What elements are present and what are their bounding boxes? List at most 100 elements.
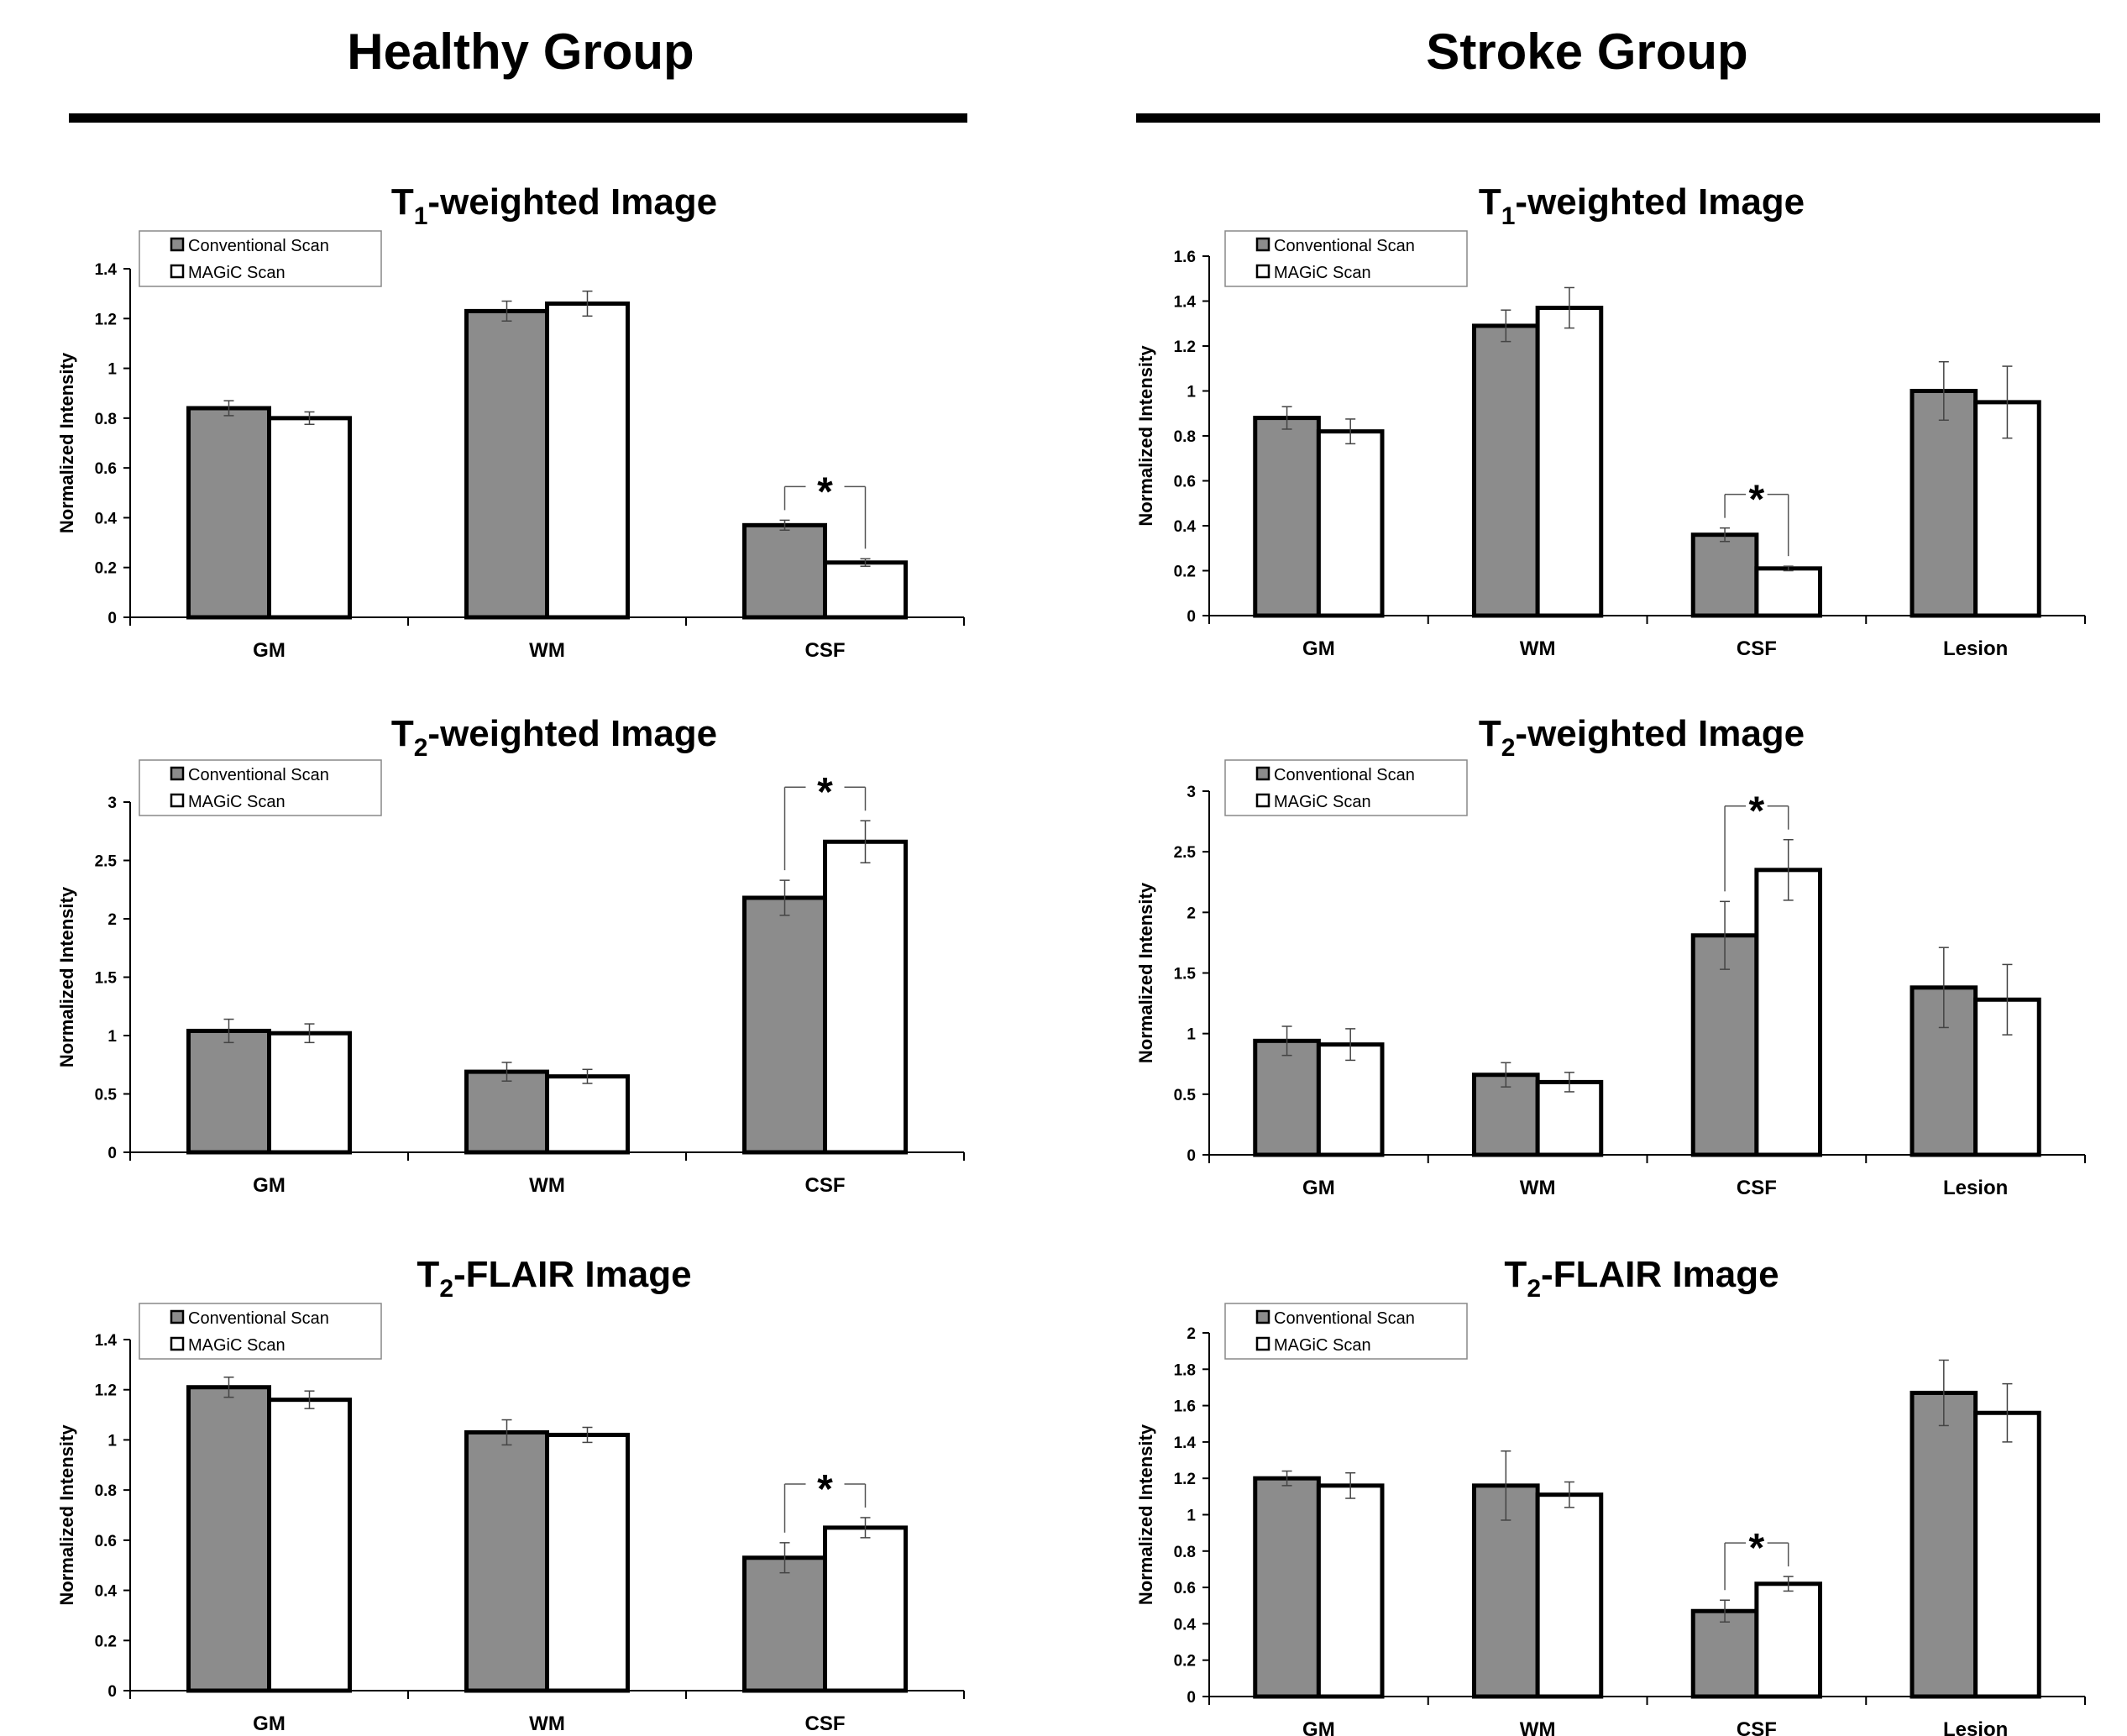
x-tick-label: GM bbox=[1302, 1718, 1335, 1736]
legend-swatch-conventional bbox=[170, 237, 185, 252]
legend-swatch-conventional bbox=[170, 1309, 185, 1324]
bar-magic-csf bbox=[823, 1525, 908, 1693]
y-tick-label: 1.6 bbox=[1174, 249, 1196, 266]
y-tick-label: 2 bbox=[1187, 905, 1196, 922]
x-tick-label: CSF bbox=[1737, 637, 1777, 660]
stroke-group-title: Stroke Group bbox=[1426, 24, 1748, 80]
chart-legend: Conventional Scan MAGiC Scan bbox=[1224, 759, 1468, 816]
bar-conventional-wm bbox=[464, 308, 550, 620]
bar-magic-csf bbox=[823, 560, 908, 620]
y-axis-label: Normalized Intensity bbox=[1135, 345, 1156, 527]
bar-conventional-wm bbox=[1472, 323, 1540, 618]
legend-swatch-magic bbox=[1255, 793, 1270, 808]
y-tick-label: 0.2 bbox=[1174, 564, 1196, 581]
bar-conventional-wm bbox=[464, 1069, 550, 1155]
y-tick-label: 0 bbox=[107, 1145, 117, 1162]
chart-legend: Conventional Scan MAGiC Scan bbox=[1224, 1303, 1468, 1360]
y-tick-label: 1.6 bbox=[1174, 1398, 1196, 1416]
y-tick-label: 0.6 bbox=[95, 1533, 117, 1550]
significance-asterisk: * bbox=[817, 1467, 833, 1512]
chart-title-main: T bbox=[416, 1254, 439, 1295]
chart-legend: Conventional Scan MAGiC Scan bbox=[139, 759, 382, 816]
bar-magic-wm bbox=[1535, 1079, 1604, 1157]
bar-conventional-gm bbox=[186, 406, 271, 620]
legend-swatch-magic bbox=[170, 264, 185, 279]
bar-magic-gm bbox=[1316, 429, 1385, 618]
y-tick-label: 0 bbox=[1187, 1689, 1196, 1707]
bar-conventional-wm bbox=[464, 1429, 550, 1693]
x-tick-label: GM bbox=[253, 1712, 286, 1735]
significance-asterisk: * bbox=[1749, 789, 1765, 834]
bar-conventional-csf bbox=[742, 895, 828, 1155]
x-tick-label: CSF bbox=[805, 1174, 846, 1197]
legend-swatch-magic bbox=[170, 793, 185, 808]
bar-magic-gm bbox=[1316, 1483, 1385, 1699]
chart-title-rest: -weighted Image bbox=[427, 181, 717, 223]
bar-conventional-lesion bbox=[1910, 1390, 1978, 1699]
bar-magic-csf bbox=[1754, 566, 1822, 618]
chart-title-subscript: 2 bbox=[1501, 734, 1516, 762]
legend-swatch-magic bbox=[1255, 1336, 1270, 1351]
x-tick-label: GM bbox=[253, 639, 286, 662]
y-tick-label: 0.6 bbox=[95, 460, 117, 478]
x-tick-label: GM bbox=[1302, 637, 1335, 660]
x-tick-label: WM bbox=[529, 1712, 565, 1735]
y-tick-label: 1.5 bbox=[1174, 966, 1197, 983]
y-tick-label: 1 bbox=[1187, 1026, 1196, 1044]
x-tick-label: CSF bbox=[1737, 1177, 1777, 1199]
y-tick-label: 1 bbox=[107, 1432, 117, 1450]
y-tick-label: 1.4 bbox=[1174, 1434, 1197, 1452]
chart-title-subscript: 2 bbox=[1527, 1275, 1541, 1303]
x-tick-label: CSF bbox=[1737, 1718, 1777, 1736]
bar-magic-wm bbox=[1535, 306, 1604, 618]
y-tick-label: 1.4 bbox=[95, 1332, 118, 1350]
bar-magic-csf bbox=[823, 839, 908, 1155]
y-tick-label: 2.5 bbox=[95, 853, 118, 871]
chart-legend: Conventional Scan MAGiC Scan bbox=[1224, 230, 1468, 287]
y-tick-label: 3 bbox=[1187, 784, 1196, 801]
y-tick-label: 0.8 bbox=[95, 1482, 117, 1500]
chart-title-rest: -FLAIR Image bbox=[1541, 1254, 1779, 1295]
legend-label-conventional: Conventional Scan bbox=[1274, 237, 1415, 255]
legend-label-conventional: Conventional Scan bbox=[188, 237, 329, 255]
y-tick-label: 1 bbox=[107, 361, 117, 379]
legend-label-magic: MAGiC Scan bbox=[1274, 1336, 1371, 1355]
y-tick-label: 0 bbox=[107, 1683, 117, 1701]
legend-swatch-conventional bbox=[170, 766, 185, 781]
chart-legend: Conventional Scan MAGiC Scan bbox=[139, 1303, 382, 1360]
chart-title-main: T bbox=[1504, 1254, 1527, 1295]
legend-swatch-conventional bbox=[1255, 237, 1270, 252]
chart-title: T2-weighted Image bbox=[1479, 713, 1805, 762]
legend-label-magic: MAGiC Scan bbox=[1274, 793, 1371, 811]
y-axis-label: Normalized Intensity bbox=[56, 1424, 77, 1606]
chart-title-subscript: 2 bbox=[414, 734, 428, 762]
legend-swatch-conventional bbox=[1255, 766, 1270, 781]
healthy-group-title: Healthy Group bbox=[347, 24, 694, 80]
chart-title: T2-FLAIR Image bbox=[1504, 1254, 1779, 1303]
y-tick-label: 1 bbox=[107, 1028, 117, 1046]
y-tick-label: 1 bbox=[1187, 384, 1196, 401]
y-tick-label: 0.5 bbox=[1174, 1087, 1197, 1104]
y-tick-label: 0.6 bbox=[1174, 1580, 1196, 1597]
bar-conventional-gm bbox=[1253, 416, 1321, 618]
bar-conventional-csf bbox=[742, 522, 828, 620]
bar-magic-wm bbox=[545, 1074, 630, 1155]
x-tick-label: GM bbox=[1302, 1177, 1335, 1199]
y-tick-label: 1 bbox=[1187, 1508, 1196, 1525]
chart-title: T2-FLAIR Image bbox=[416, 1254, 691, 1303]
chart-title: T2-weighted Image bbox=[391, 713, 717, 762]
y-tick-label: 0.4 bbox=[1174, 1616, 1197, 1634]
y-tick-label: 0.4 bbox=[95, 1583, 118, 1601]
y-tick-label: 1.4 bbox=[95, 261, 118, 279]
chart-title-main: T bbox=[391, 181, 414, 223]
y-axis-label: Normalized Intensity bbox=[1135, 1424, 1156, 1605]
y-tick-label: 0.4 bbox=[95, 510, 118, 527]
legend-swatch-magic bbox=[170, 1336, 185, 1351]
chart-title-main: T bbox=[1479, 181, 1501, 223]
chart-title: T1-weighted Image bbox=[391, 181, 717, 230]
legend-swatch-conventional bbox=[1255, 1309, 1270, 1324]
